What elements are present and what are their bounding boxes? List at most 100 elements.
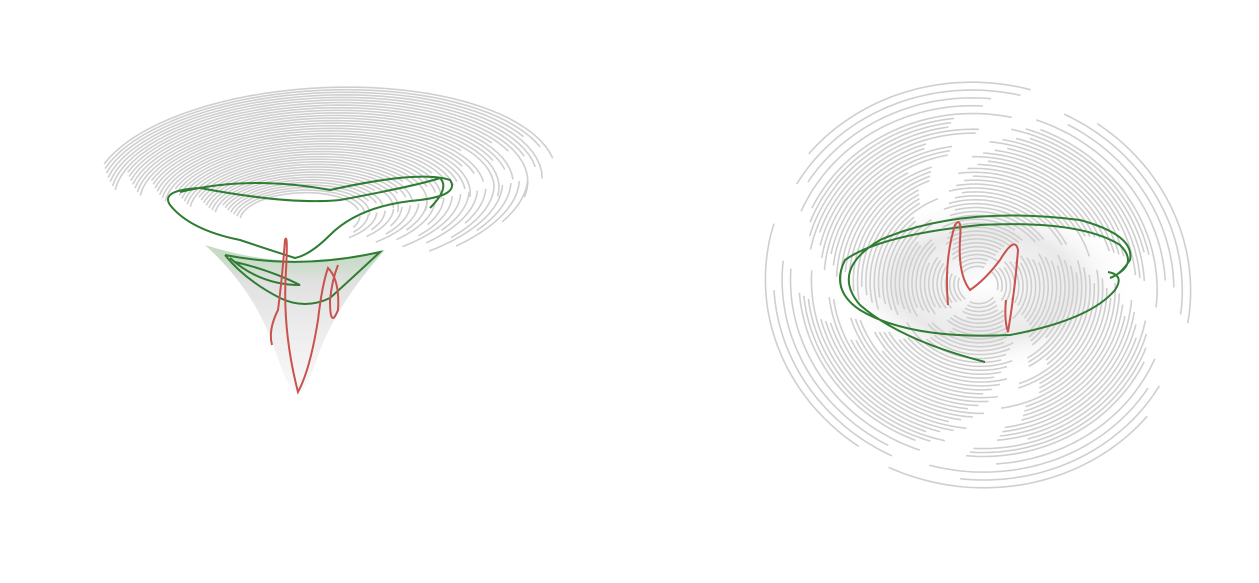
contour-arc <box>418 195 453 237</box>
contour-arc <box>967 300 996 309</box>
contour-arc <box>1029 137 1146 281</box>
contour-arc <box>375 203 420 243</box>
contour-arc <box>881 350 998 399</box>
contour-arc <box>898 339 995 379</box>
contour-arc <box>164 137 458 202</box>
contour-arc <box>902 241 919 314</box>
contour-arc <box>996 358 1156 465</box>
contour-arc <box>830 145 953 255</box>
contour-arc <box>955 183 1066 228</box>
contour-arc <box>1002 138 1137 276</box>
contour-arc <box>174 140 455 190</box>
contour-arc <box>152 124 485 185</box>
contour-arc <box>824 320 954 432</box>
contour-arc <box>1028 272 1079 368</box>
contour-arc <box>450 186 495 239</box>
contour-arc <box>809 126 949 250</box>
contour-arc <box>348 212 378 239</box>
contour-arc <box>888 415 1148 489</box>
contour-arc <box>236 189 366 217</box>
contour-arc <box>936 262 947 309</box>
contour-arc <box>161 135 466 199</box>
contour-arc <box>150 122 462 182</box>
contour-arc <box>781 260 889 447</box>
contour-arc <box>1028 256 1054 338</box>
contour-arc <box>132 112 506 185</box>
contour-arc <box>964 179 1071 228</box>
contour-arc <box>176 142 445 193</box>
contour-arc <box>808 81 1031 155</box>
contour-arc <box>352 214 370 233</box>
contour-arc <box>1021 315 1126 421</box>
contour-arc <box>222 176 376 206</box>
contour-arc <box>881 216 915 305</box>
contour-arc <box>960 261 987 270</box>
contour-arc <box>105 91 525 174</box>
contour-arc <box>1038 287 1108 394</box>
contour-arc <box>962 265 985 274</box>
contour-arc <box>962 309 998 317</box>
contour-arc <box>952 238 1005 248</box>
contour-arc <box>1023 257 1037 319</box>
contour-arc <box>958 171 1086 237</box>
contour-arc <box>158 132 472 198</box>
contour-arc <box>832 149 951 266</box>
contour-arc <box>960 385 1161 481</box>
contour-arc <box>964 304 998 313</box>
contour-arc <box>405 201 428 231</box>
contour-arc <box>856 179 930 301</box>
contour-arc <box>854 318 979 407</box>
contour-arc <box>389 206 403 227</box>
contour-arc <box>958 253 999 263</box>
contour-arc <box>139 119 495 196</box>
contour-arc <box>455 181 521 247</box>
contour-arc <box>1035 119 1166 281</box>
contour-arc <box>202 163 414 204</box>
contour-arc <box>1063 113 1184 315</box>
contour-arc <box>224 179 385 209</box>
contour-arc <box>907 245 922 317</box>
contour-arc <box>949 210 1040 242</box>
contour-arc <box>807 97 992 183</box>
contour-arc <box>950 317 1005 328</box>
contour-arc <box>946 319 1004 332</box>
left-red-curve <box>269 237 340 395</box>
contour-arc <box>111 99 525 187</box>
contour-arc <box>848 170 932 283</box>
contour-arc <box>972 175 1091 257</box>
contour-arc <box>810 270 927 433</box>
contour-arc <box>200 161 404 201</box>
left-surface-contours <box>103 86 554 252</box>
contour-arc <box>915 242 935 311</box>
contour-arc <box>107 93 543 179</box>
contour-arc <box>464 188 487 224</box>
contour-arc <box>136 117 500 197</box>
contour-arc <box>211 171 399 213</box>
contour-arc <box>933 334 1014 352</box>
contour-arc <box>808 121 952 237</box>
contour-arc <box>1009 261 1020 304</box>
contour-arc <box>181 148 443 199</box>
contour-arc <box>385 205 411 235</box>
contour-arc <box>764 223 860 448</box>
contour-arc <box>1004 299 1133 429</box>
contour-arc <box>994 268 1003 293</box>
contour-arc <box>973 333 1148 450</box>
contour-arc <box>888 331 1008 383</box>
contour-arc <box>156 130 463 192</box>
contour-arc <box>952 249 996 261</box>
contour-arc <box>1026 259 1041 323</box>
contour-arc <box>919 246 937 313</box>
contour-arc <box>996 337 1138 441</box>
contour-arc <box>957 277 966 300</box>
contour-arc <box>366 208 395 238</box>
contour-arc <box>1039 269 1100 385</box>
contour-arc <box>441 192 470 231</box>
contour-arc <box>811 112 1012 209</box>
contour-arc <box>890 224 918 316</box>
contour-arc <box>798 292 916 442</box>
contour-arc <box>1024 293 1121 412</box>
contour-arc <box>849 317 969 410</box>
contour-arc <box>940 265 953 309</box>
